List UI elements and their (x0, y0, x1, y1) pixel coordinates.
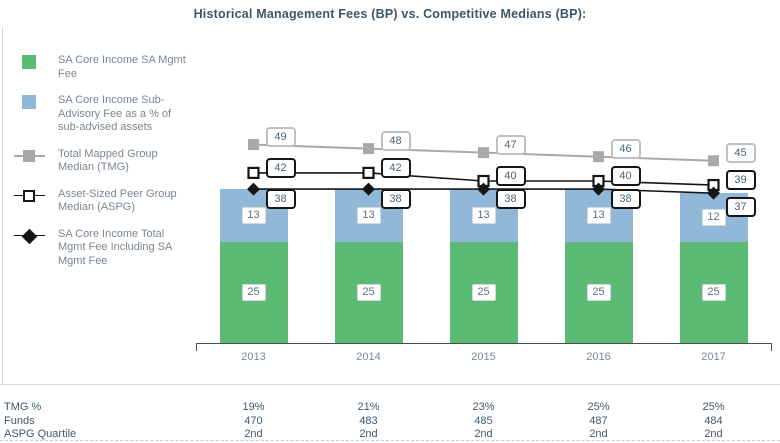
table-cell: 2nd (359, 428, 378, 440)
legend-item-total-mgmt-fee: SA Core Income Total Mgmt Fee Including … (12, 228, 202, 269)
table-cell: 470 (244, 414, 263, 427)
table-separator-line (0, 384, 780, 385)
x-axis (196, 343, 772, 344)
table-cell: 483 (359, 414, 378, 427)
tmg-point-label: 46 (610, 138, 641, 159)
table-cell: 19% (242, 401, 265, 413)
tmg-point-label: 48 (380, 130, 411, 151)
total-point-label: 37 (725, 197, 756, 218)
bar-value-label: 13 (586, 206, 611, 224)
aspg-point-marker (362, 166, 375, 179)
table-cell: 2nd (704, 428, 723, 440)
table-cell: 2nd (474, 428, 493, 440)
table-cell: 2nd (589, 428, 608, 440)
total-point-label: 38 (495, 189, 526, 210)
legend-item-label: Total Mapped Group Median (TMG) (58, 147, 158, 174)
aspg-point-marker (247, 166, 260, 179)
bar-value-label: 25 (586, 283, 611, 301)
legend-item-tmg-median: Total Mapped Group Median (TMG) (12, 148, 202, 175)
aspg-point-label: 42 (380, 157, 411, 178)
x-axis-year-label: 2016 (586, 351, 611, 363)
x-axis-tick (196, 343, 197, 351)
tmg-point-marker (248, 139, 259, 151)
bar-value-label: 13 (471, 206, 496, 224)
bottom-divider-line (0, 440, 780, 441)
table-cell: 25% (702, 401, 725, 413)
table-row-label: ASPG Quartile (4, 428, 77, 440)
legend-item-label: Asset-Sized Peer Group Median (ASPG) (58, 187, 177, 214)
aspg-point-label: 42 (265, 157, 296, 178)
total-point-label: 38 (265, 189, 296, 210)
table-cell: 21% (357, 401, 380, 413)
tmg-point-marker (478, 147, 489, 159)
x-axis-year-label: 2017 (701, 351, 726, 363)
green-square-swatch-icon (12, 54, 58, 69)
chart-title: Historical Management Fees (BP) vs. Comp… (193, 7, 587, 21)
bar-value-label: 12 (701, 208, 726, 226)
x-axis-year-label: 2015 (471, 351, 496, 363)
table-cell: 25% (587, 401, 610, 413)
tmg-point-label: 47 (495, 134, 526, 155)
legend-item-sa-mgmt-fee: SA Core Income SA Mgmt Fee (12, 54, 202, 81)
bar-value-label: 13 (356, 206, 381, 224)
legend-item-sub-advisory-fee: SA Core Income Sub-Advisory Fee as a % o… (12, 94, 202, 135)
white-square-line-marker-icon (12, 188, 58, 203)
chart-legend: SA Core Income SA Mgmt Fee SA Core Incom… (12, 54, 202, 268)
aspg-point-label: 40 (610, 166, 641, 186)
legend-item-label: SA Core Income SA Mgmt Fee (58, 54, 186, 80)
table-cell: 23% (472, 401, 495, 413)
x-axis-year-label: 2013 (241, 351, 266, 363)
table-cell: 484 (704, 414, 723, 427)
left-frame-line (2, 27, 3, 385)
aspg-point-marker (592, 174, 605, 188)
bar-value-label: 25 (471, 283, 496, 301)
table-cell: 485 (474, 414, 493, 427)
table-cell: 487 (589, 414, 608, 427)
gray-square-line-marker-icon (12, 148, 58, 163)
total-point-label: 38 (610, 189, 641, 210)
x-axis-year-label: 2014 (356, 351, 381, 363)
table-row-label: Funds (4, 414, 35, 427)
tmg-point-label: 49 (265, 126, 296, 147)
x-axis-tick (771, 343, 772, 351)
black-diamond-line-marker-icon (12, 228, 58, 244)
aspg-point-label: 39 (725, 170, 756, 191)
blue-square-swatch-icon (12, 94, 58, 109)
legend-item-aspg-median: Asset-Sized Peer Group Median (ASPG) (12, 188, 202, 215)
legend-item-label: SA Core Income Total Mgmt Fee Including … (58, 227, 172, 267)
tmg-point-marker (363, 143, 374, 155)
bar-value-label: 25 (356, 283, 381, 301)
aspg-point-marker (477, 174, 490, 188)
aspg-point-label: 40 (495, 166, 526, 186)
tmg-point-marker (708, 155, 719, 167)
legend-item-label: SA Core Income Sub-Advisory Fee as a % o… (58, 94, 172, 133)
tmg-point-marker (593, 151, 604, 163)
tmg-point-label: 45 (725, 142, 756, 163)
aspg-point-marker (707, 178, 720, 192)
bar-value-label: 25 (701, 283, 726, 301)
bar-value-label: 13 (241, 206, 266, 224)
bar-value-label: 25 (241, 283, 266, 301)
table-cell: 2nd (244, 428, 263, 440)
total-point-label: 38 (380, 189, 411, 210)
table-row-label: TMG % (4, 401, 42, 413)
